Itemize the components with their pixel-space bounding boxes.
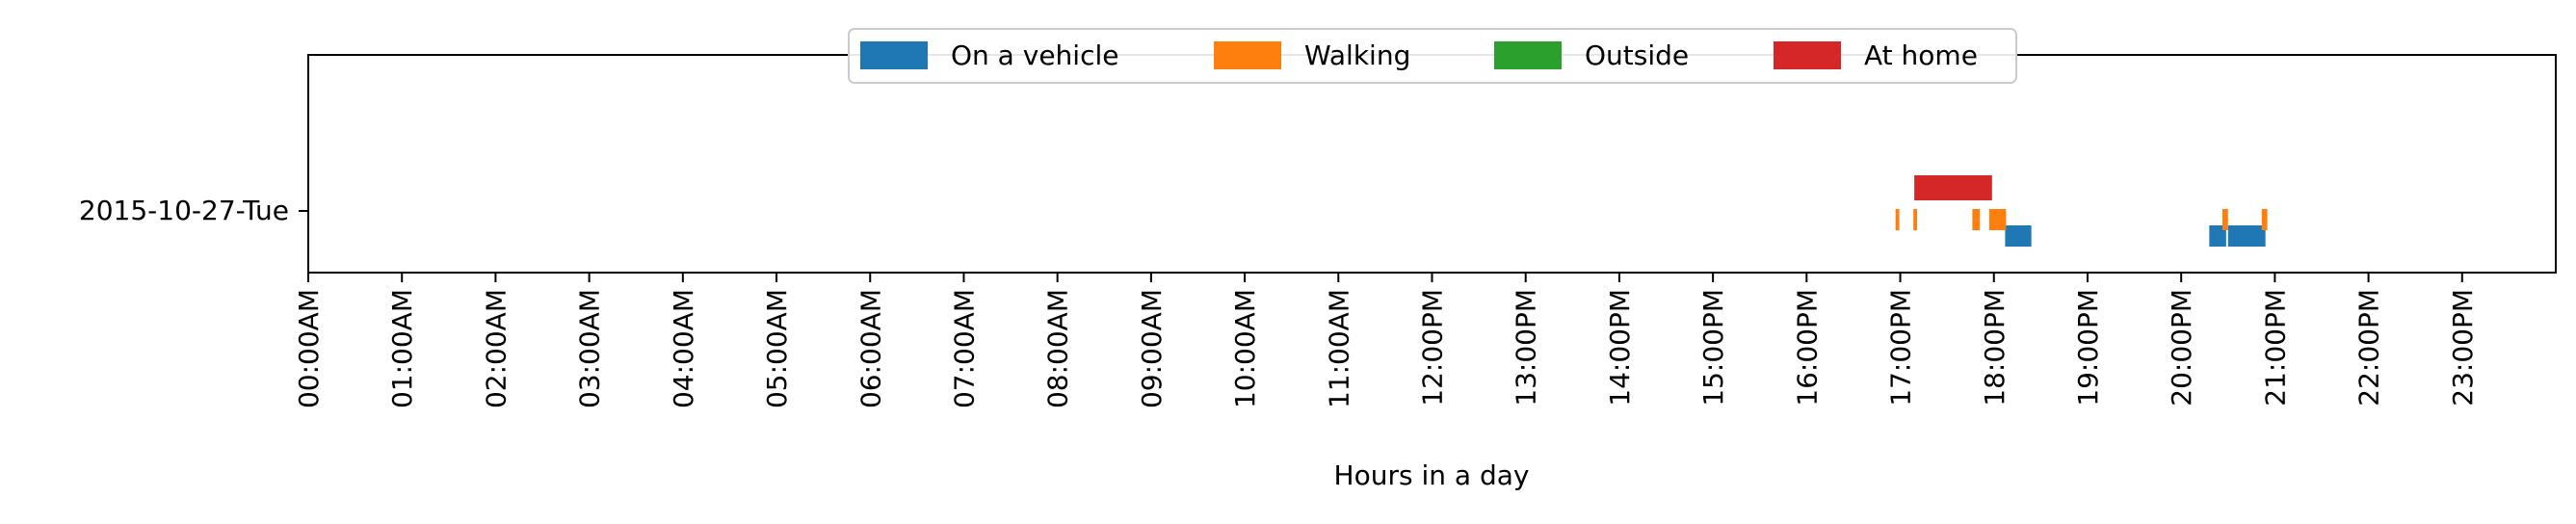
legend-label-3: At home: [1864, 39, 1978, 71]
x-tick-label: 17:00PM: [1885, 289, 1917, 406]
bar-walking-2: [1972, 209, 1981, 230]
bar-layer: [1895, 175, 2268, 247]
x-tick-label: 07:00AM: [948, 289, 980, 408]
x-tick-label: 04:00AM: [668, 289, 699, 408]
x-tick-label: 18:00PM: [1979, 289, 2011, 406]
x-tick-label: 12:00PM: [1417, 289, 1449, 406]
x-tick-label: 16:00PM: [1791, 289, 1823, 406]
legend-label-1: Walking: [1304, 39, 1410, 71]
bar-walking-0: [1895, 209, 1900, 230]
x-tick-label: 09:00AM: [1136, 289, 1168, 408]
x-axis: 00:00AM 01:00AM 02:00AM 03:00AM 04:00AM 05:00…: [293, 273, 2479, 408]
legend-swatch-1: [1214, 41, 1281, 69]
x-tick-label: 00:00AM: [293, 289, 325, 408]
bar-walking-5: [2261, 209, 2268, 230]
x-tick-label: 08:00AM: [1042, 289, 1074, 408]
y-tick-label: 2015-10-27-Tue: [79, 195, 289, 226]
x-tick-label: 05:00AM: [761, 289, 793, 408]
bar-at-home-0: [1914, 175, 1992, 200]
legend-swatch-2: [1494, 41, 1562, 69]
x-tick-label: 22:00PM: [2353, 289, 2385, 406]
bar-on-a-vehicle-0: [2005, 225, 2032, 247]
y-axis: 2015-10-27-Tue: [79, 195, 308, 226]
x-tick-label: 13:00PM: [1511, 289, 1542, 406]
legend-label-2: Outside: [1585, 39, 1689, 71]
x-tick-label: 10:00AM: [1229, 289, 1261, 408]
bar-walking-1: [1913, 209, 1918, 230]
legend-box: [848, 28, 2017, 84]
x-tick-label: 01:00AM: [386, 289, 418, 408]
x-tick-label: 19:00PM: [2072, 289, 2104, 406]
x-tick-label: 20:00PM: [2166, 289, 2197, 406]
legend-label-0: On a vehicle: [951, 39, 1118, 71]
bar-walking-4: [2221, 209, 2228, 230]
bar-on-a-vehicle-2: [2227, 225, 2266, 247]
legend-swatch-0: [860, 41, 928, 69]
x-tick-label: 02:00AM: [480, 289, 512, 408]
bar-on-a-vehicle-1: [2209, 225, 2226, 247]
x-tick-label: 21:00PM: [2259, 289, 2291, 406]
x-axis-label: Hours in a day: [1334, 459, 1530, 491]
x-tick-label: 15:00PM: [1697, 289, 1729, 406]
x-tick-label: 06:00AM: [854, 289, 886, 408]
bar-walking-3: [1988, 209, 2007, 230]
x-tick-label: 23:00PM: [2447, 289, 2479, 406]
legend-swatch-3: [1774, 41, 1841, 69]
x-tick-label: 14:00PM: [1604, 289, 1636, 406]
x-tick-label: 03:00AM: [574, 289, 606, 408]
x-tick-label: 11:00AM: [1323, 289, 1354, 408]
legend: On a vehicle Walking Outside At home: [848, 28, 2017, 84]
